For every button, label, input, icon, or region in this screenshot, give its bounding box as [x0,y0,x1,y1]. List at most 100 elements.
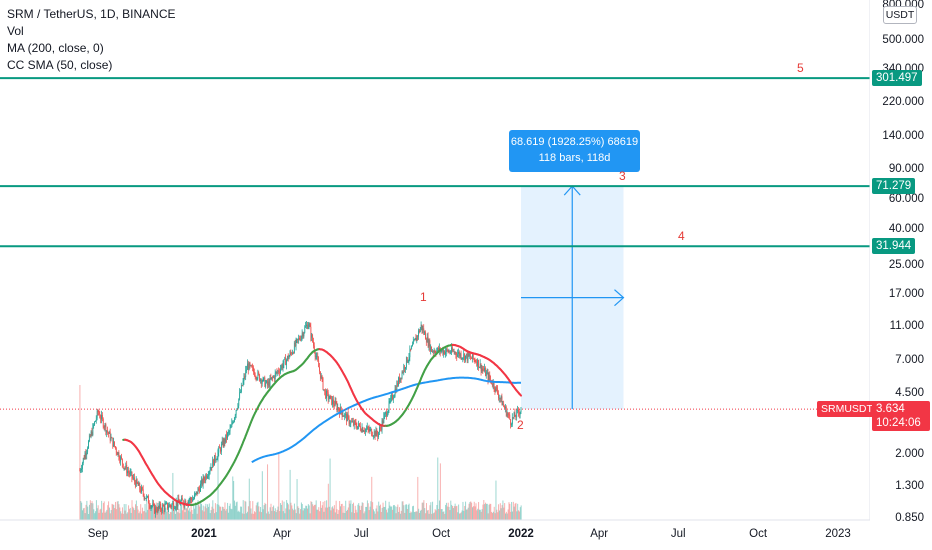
volume-bar [257,501,259,520]
candle-body [174,508,175,510]
volume-bar [273,505,275,520]
volume-bar [400,510,402,520]
candle-body [367,426,369,429]
x-tick-label: Jul [670,528,686,540]
candle-body [231,422,233,428]
volume-bar [497,512,499,520]
candle-body [85,453,87,456]
volume-bar [320,501,322,520]
volume-bar [286,500,288,520]
candle-body [475,361,477,363]
candle-body [374,431,376,437]
volume-bar [211,506,213,520]
candle-body [292,352,294,355]
candle-body [373,431,375,436]
candle-body [89,435,90,442]
candle-body [140,489,142,493]
candle-body [314,351,316,357]
volume-bar [380,511,382,520]
candle-body [168,504,170,508]
candle-body [308,324,310,326]
candle-body [506,413,508,416]
volume-bar [159,507,161,520]
candle-body [168,507,169,509]
candle-body [227,431,229,433]
volume-bar [491,513,493,520]
candle-body [446,348,448,351]
y-tick-label: 500.000 [882,34,924,47]
volume-bar [214,513,216,520]
candle-body [93,425,95,426]
candle-body [147,496,149,497]
volume-bar [104,512,106,520]
volume-bar [519,507,521,520]
volume-bar [88,504,90,520]
candle-body [337,407,339,411]
candle-body [283,359,285,365]
symbol-title[interactable]: SRM / TetherUS, 1D, BINANCE [7,7,176,21]
candle-body [422,328,424,331]
volume-bar [134,510,136,520]
y-tick-label: 7.000 [895,354,924,367]
candle-body [159,504,161,508]
level-marker[interactable]: 3 [619,169,626,184]
volume-bar [459,513,461,520]
volume-bar [130,512,132,520]
volume-bar [226,508,228,520]
candle-body [298,337,300,340]
volume-bar [106,509,108,520]
candle-body [86,451,88,456]
candle-body [202,477,204,485]
volume-bar [95,511,97,520]
measure-label[interactable]: 68.619 (1928.25%) 68619 118 bars, 118d [509,130,640,172]
volume-bar [236,501,238,520]
candle-body [104,424,106,428]
legend-sma[interactable]: CC SMA (50, close) [7,58,113,72]
volume-bar [480,511,482,520]
volume-bar [461,510,463,520]
currency-unit-button[interactable]: USDT [883,6,917,24]
candle-body [82,463,83,469]
level-marker[interactable]: 4 [678,229,685,244]
legend-ma[interactable]: MA (200, close, 0) [7,41,104,55]
candle-body [499,397,501,399]
candle-body [335,401,337,404]
symbol-price-tag: SRMUSDT [817,401,877,418]
y-tick-label: 60.000 [888,193,924,206]
candle-body [268,381,270,387]
volume-bar [141,513,143,520]
y-axis[interactable]: 800.000500.000340.000220.000140.00090.00… [870,0,932,550]
volume-bar [295,513,297,520]
candle-body [160,504,162,510]
volume-bar [280,503,282,520]
candle-body [357,426,359,429]
candle-body [406,357,407,368]
volume-bar [300,509,302,520]
candle-body [221,440,223,445]
volume-bar [417,476,419,520]
volume-bar [181,510,183,520]
volume-bar [316,509,318,520]
candle-body [303,332,305,337]
candle-body [350,421,352,424]
candle-body [135,481,136,487]
volume-bar [436,505,438,520]
candle-body [405,367,406,370]
annotation-low[interactable]: 2 [517,418,524,432]
legend-vol[interactable]: Vol [7,24,24,38]
candle-body [498,397,500,399]
candle-body [165,503,167,505]
volume-bar [220,506,222,520]
volume-bar [335,500,337,520]
candle-body [217,452,219,459]
annotation-peak[interactable]: 1 [420,290,427,304]
level-marker[interactable]: 5 [797,61,804,76]
volume-bar [483,500,485,520]
volume-bar [318,507,320,520]
volume-bar [374,513,376,520]
volume-bar [239,512,241,520]
volume-bar [110,510,112,520]
volume-bar [456,505,458,520]
candle-body [462,357,464,359]
